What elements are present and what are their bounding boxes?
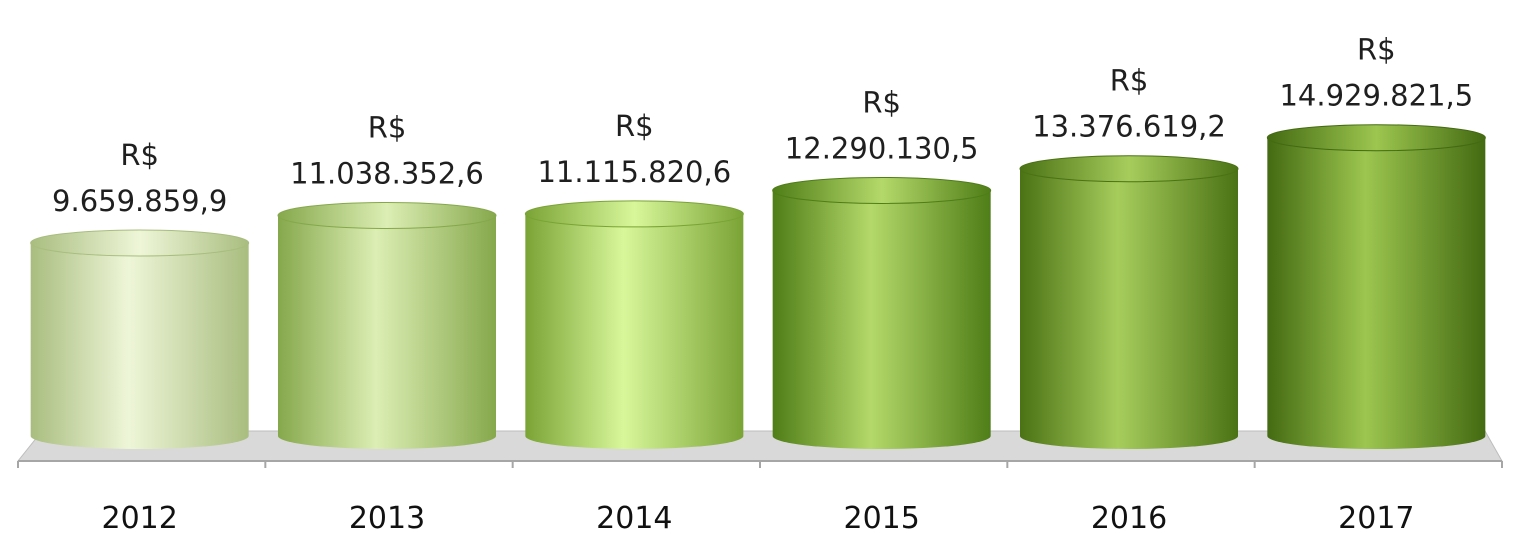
bar-2016 — [1019, 155, 1239, 449]
bar-top — [277, 201, 497, 229]
x-tick-label: 2016 — [1091, 501, 1167, 534]
data-label-2015: R$ 12.290.130,5 — [785, 85, 979, 165]
bar-2014 — [524, 200, 744, 450]
data-label-value: 13.376.619,2 — [1032, 110, 1226, 144]
data-label-currency: R$ — [862, 85, 901, 119]
x-tick-label: 2017 — [1338, 501, 1414, 534]
data-label-value: 9.659.859,9 — [52, 184, 227, 218]
data-label-currency: R$ — [368, 110, 407, 144]
bar-top — [30, 229, 250, 257]
data-label-value: 12.290.130,5 — [785, 131, 979, 165]
bars — [30, 124, 1486, 450]
x-axis: 2012 2013 2014 2015 2016 2017 — [101, 501, 1414, 534]
x-tick-label: 2015 — [843, 501, 919, 534]
bar-body — [1020, 168, 1238, 449]
bar-top — [772, 176, 992, 204]
data-label-2014: R$ 11.115.820,6 — [537, 109, 731, 189]
data-label-2012: R$ 9.659.859,9 — [52, 138, 227, 218]
bar-top — [1019, 155, 1239, 183]
bar-body — [772, 190, 991, 450]
bar-body — [278, 215, 496, 449]
x-tick-label: 2014 — [596, 501, 672, 534]
data-label-value: 14.929.821,5 — [1279, 79, 1473, 113]
data-label-2017: R$ 14.929.821,5 — [1279, 33, 1473, 113]
bar-top — [524, 200, 744, 228]
bar-2017 — [1266, 124, 1486, 450]
data-label-currency: R$ — [1110, 64, 1149, 98]
bar-body — [1267, 137, 1486, 450]
bar-2012 — [30, 229, 250, 450]
data-label-currency: R$ — [615, 109, 654, 143]
data-label-2013: R$ 11.038.352,6 — [290, 110, 484, 190]
data-labels: R$ 9.659.859,9 R$ 11.038.352,6 R$ 11.115.820,… — [52, 33, 1473, 218]
data-label-value: 11.038.352,6 — [290, 156, 484, 190]
data-label-currency: R$ — [1357, 33, 1396, 67]
bar-body — [30, 243, 249, 450]
bar-2015 — [772, 176, 992, 450]
bar-2013 — [277, 201, 497, 449]
data-label-value: 11.115.820,6 — [537, 155, 731, 189]
bar-top — [1266, 124, 1486, 152]
x-tick-label: 2013 — [349, 501, 425, 534]
bar-body — [525, 213, 744, 450]
data-label-currency: R$ — [120, 138, 159, 172]
data-label-2016: R$ 13.376.619,2 — [1032, 64, 1226, 144]
x-tick-label: 2012 — [101, 501, 177, 534]
